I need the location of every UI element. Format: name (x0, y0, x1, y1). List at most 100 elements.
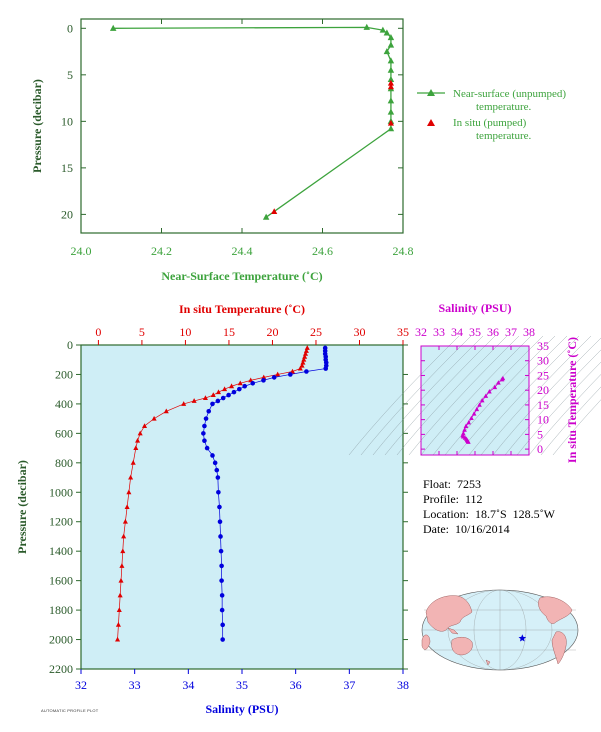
temperature-point (163, 408, 169, 414)
profile-frame (80, 344, 404, 670)
profile-panel: 0 5 10 15 20 25 30 35 32 33 34 35 36 37 38 0 200 400 600 80… (15, 302, 409, 716)
legend-label2-near-surface: temperature. (476, 101, 532, 113)
float-info: Float: 7253 Profile: 112 Location: 18.7˚… (423, 477, 555, 537)
temperature-point (151, 415, 157, 421)
temperature-point (302, 353, 308, 359)
density-contour (444, 335, 556, 456)
ts-point (487, 389, 492, 394)
salinity-point (288, 372, 293, 377)
ts-point (492, 384, 498, 390)
ts-point (474, 406, 480, 412)
sal-tick-label: 38 (397, 678, 409, 692)
temperature-point (275, 371, 281, 377)
near-surface-point (387, 125, 395, 132)
pressure-tick-label: 1800 (49, 603, 73, 617)
near-surface-point (363, 23, 371, 30)
sal-tick-label: 37 (343, 678, 355, 692)
pressure-tick-label: 800 (55, 456, 73, 470)
near-surface-point (109, 24, 117, 31)
temperature-point (142, 423, 148, 428)
ts-point (466, 439, 471, 444)
ts-ytick-label: 20 (537, 383, 549, 397)
ts-point (469, 415, 474, 420)
temperature-point (222, 386, 228, 392)
density-contour (408, 335, 520, 456)
near-surface-panel: 24.0 24.2 24.4 24.6 24.8 0 5 10 15 20 Near-Surfac… (30, 18, 566, 283)
sal-tick-label: 36 (290, 678, 302, 692)
temperature-point (300, 359, 306, 365)
temperature-point (191, 398, 197, 403)
salinity-point (215, 398, 221, 404)
salinity-point (220, 637, 225, 642)
pressure-tick-label: 200 (55, 367, 73, 381)
near-surface-point (387, 41, 395, 48)
land-australia (451, 637, 473, 656)
temperature-point (303, 351, 309, 356)
near-surface-point (383, 47, 391, 55)
temperature-point (215, 389, 222, 395)
salinity-point (231, 389, 237, 395)
pressure-tick-label: 1200 (49, 515, 73, 529)
density-contour (384, 335, 496, 456)
ts-series (460, 375, 506, 444)
profile-sal-axis-label: Salinity (PSU) (205, 702, 278, 716)
near-surface-ytick-label: 5 (67, 68, 73, 82)
float-id: Float: 7253 (423, 477, 482, 491)
salinity-point (220, 395, 226, 401)
in-situ-point (387, 79, 394, 86)
density-contour (360, 335, 472, 456)
temperature-point (116, 607, 122, 613)
ts-point (471, 411, 477, 416)
temperature-point (181, 401, 187, 406)
near-surface-point (262, 213, 270, 220)
ts-point (477, 402, 482, 407)
temperature-point (289, 368, 295, 374)
legend-label2-in-situ: temperature. (476, 130, 532, 142)
temperature-point (229, 383, 235, 389)
temperature-point (202, 395, 208, 400)
salinity-point (204, 445, 210, 451)
ts-xtick-label: 36 (487, 325, 499, 339)
ts-ytick-label: 10 (537, 413, 549, 427)
salinity-point (219, 578, 224, 583)
near-surface-point (387, 108, 395, 115)
profile-axes: 0 5 10 15 20 25 30 35 32 33 34 35 36 37 38 0 200 400 600 80… (49, 325, 409, 692)
temperature-point (248, 377, 254, 383)
ts-point (496, 380, 501, 385)
temperature-point (118, 577, 124, 583)
ts-point (499, 376, 505, 382)
profile-temp-axis-label: In situ Temperature (˚C) (179, 302, 305, 316)
temp-tick-label: 35 (397, 325, 409, 339)
land-asia (425, 595, 473, 632)
pressure-tick-label: 2200 (49, 662, 73, 676)
land-africa-edge (421, 634, 431, 650)
salinity-point (216, 489, 221, 495)
temperature-point (297, 365, 303, 371)
in-situ-point (387, 83, 394, 90)
ts-ytick-label: 30 (537, 354, 549, 368)
profile-ylabel: Pressure (decibar) (15, 460, 29, 554)
temperature-point (117, 592, 123, 598)
salinity-point (214, 467, 220, 473)
salinity-point (203, 416, 209, 421)
location: Location: 18.7˚S 128.5˚W (423, 507, 555, 521)
salinity-point (217, 519, 223, 525)
salinity-point (218, 534, 223, 539)
density-contour (504, 349, 601, 456)
location-map (421, 589, 579, 671)
temp-tick-label: 15 (223, 325, 235, 339)
near-surface-ytick-label: 10 (61, 114, 73, 128)
pressure-tick-label: 0 (67, 338, 73, 352)
salinity-point (304, 369, 309, 374)
temperature-point (133, 445, 139, 451)
ts-ytick-label: 5 (537, 427, 543, 441)
footnote: AUTOMATIC PROFILE PLOT (41, 708, 99, 713)
ts-ytick-label: 15 (537, 398, 549, 412)
salinity-point (220, 622, 225, 628)
legend-label-in-situ: In situ (pumped) (453, 117, 527, 129)
temperature-point (303, 348, 309, 353)
ts-xtick-label: 37 (505, 325, 517, 339)
temperature-point (120, 548, 126, 554)
temperature-point (137, 430, 143, 436)
near-surface-xtick-label: 24.4 (232, 244, 253, 258)
